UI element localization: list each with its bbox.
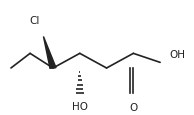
Text: HO: HO xyxy=(72,101,88,111)
Text: O: O xyxy=(129,103,138,112)
Text: OH: OH xyxy=(169,50,185,60)
Text: Cl: Cl xyxy=(30,16,40,26)
Polygon shape xyxy=(43,37,56,69)
